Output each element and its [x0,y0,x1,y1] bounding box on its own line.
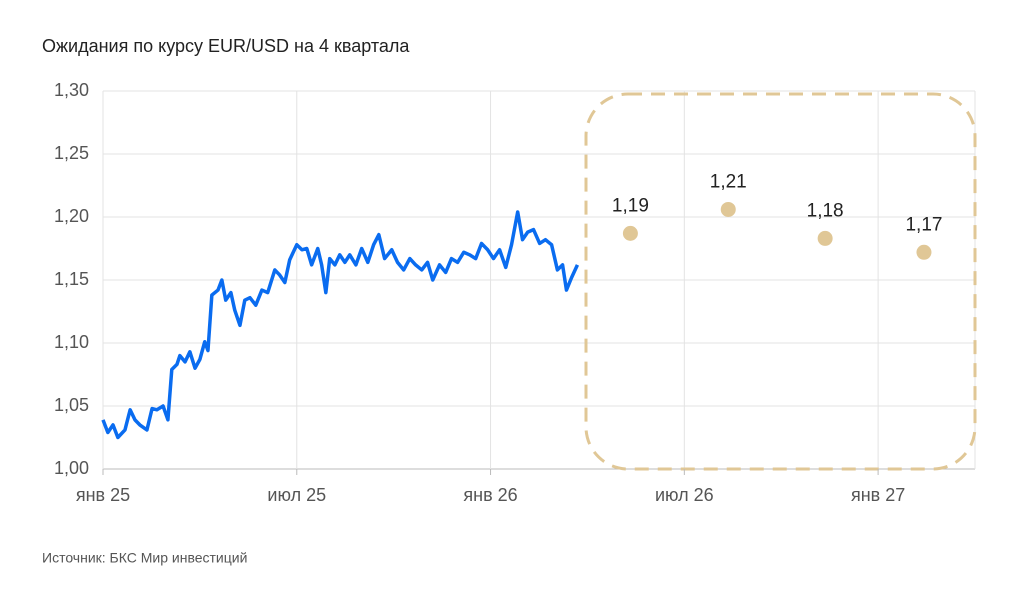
forecast-point [817,230,833,246]
x-tick-label: янв 27 [851,485,905,505]
x-tick-label: янв 26 [463,485,517,505]
x-tick-label: июл 25 [267,485,326,505]
x-tick-label: янв 25 [76,485,130,505]
y-tick-label: 1,05 [54,395,89,415]
y-tick-label: 1,10 [54,332,89,352]
y-tick-label: 1,00 [54,458,89,478]
forecast-region [584,92,977,471]
data-label: 1,21 [710,171,747,192]
y-tick-label: 1,30 [54,80,89,100]
data-label: 1,17 [905,214,942,235]
source-note: Источник: БКС Мир инвестиций [42,550,247,566]
forecast-point [720,201,736,217]
forecast-point [622,225,638,241]
chart-title: Ожидания по курсу EUR/USD на 4 квартала [42,36,410,56]
forecast-point [916,244,932,260]
y-tick-label: 1,20 [54,206,89,226]
x-tick-label: июл 26 [655,485,714,505]
line-series [101,210,580,440]
data-label: 1,18 [807,200,844,221]
y-tick-label: 1,15 [54,269,89,289]
y-tick-label: 1,25 [54,143,89,163]
data-label: 1,19 [612,195,649,216]
